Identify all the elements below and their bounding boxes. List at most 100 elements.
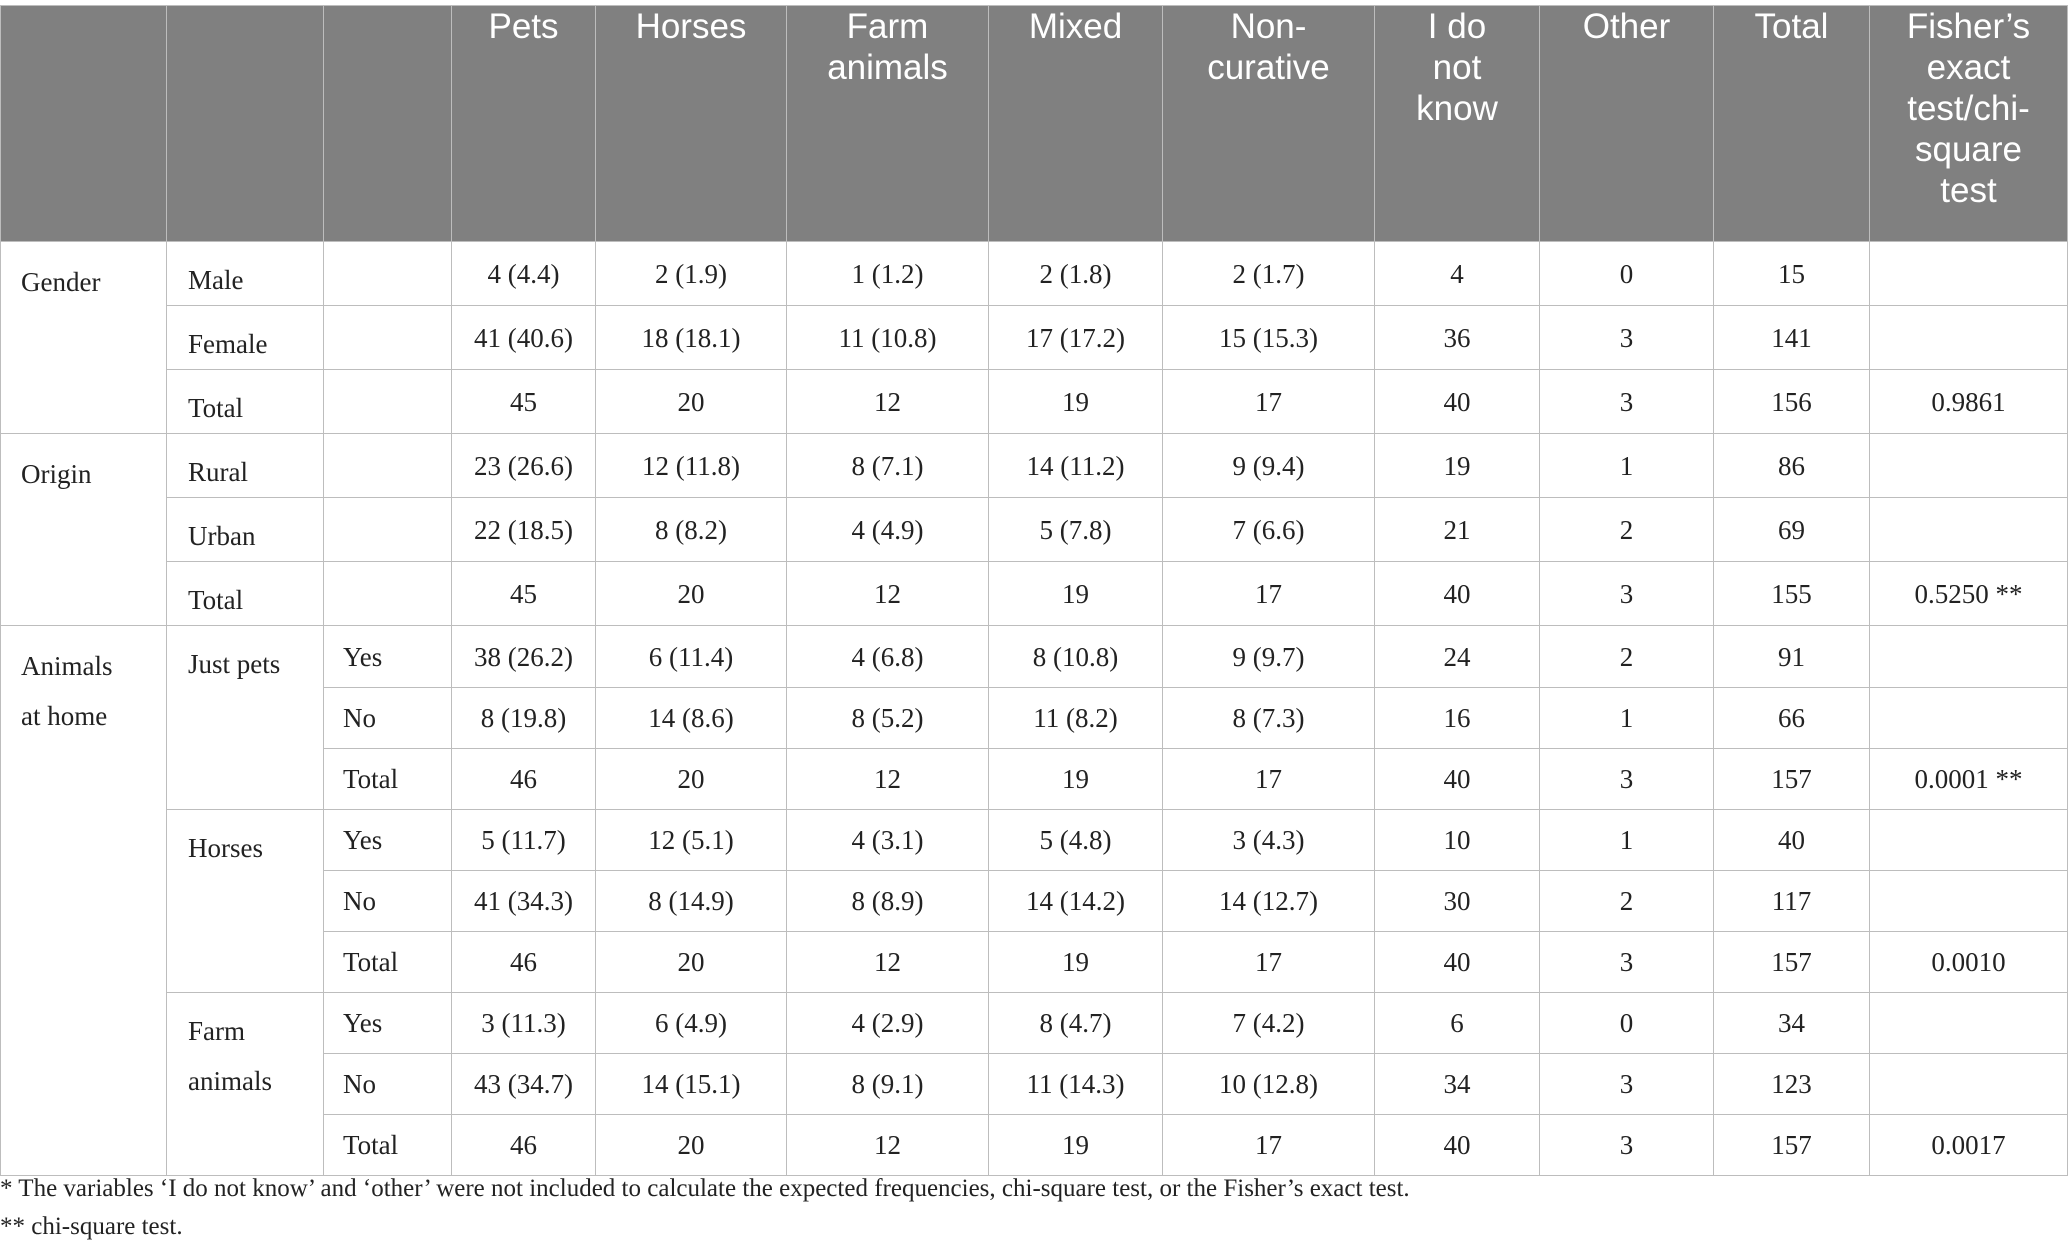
- group-label-animals-at-home: Animals at home: [0, 625, 167, 1176]
- value-cell: 15: [1713, 241, 1870, 306]
- value-cell: 41 (40.6): [451, 305, 596, 370]
- value-cell: 3: [1539, 1053, 1714, 1115]
- column-header-test-line-5: test: [1940, 171, 1997, 210]
- value-cell: 2 (1.9): [595, 241, 787, 306]
- value-cell: 5 (7.8): [988, 497, 1163, 562]
- value-cell: 20: [595, 369, 787, 434]
- value-cell: 45: [451, 561, 596, 626]
- column-header-test-line-1: Fisher’s: [1906, 7, 2031, 46]
- value-cell: 15 (15.3): [1162, 305, 1375, 370]
- test-cell: [1869, 497, 2068, 562]
- value-cell: 3 (11.3): [451, 992, 596, 1054]
- yn-cell: Yes: [323, 625, 452, 688]
- group-label-line-2: at home: [21, 701, 108, 731]
- yn-cell: [323, 241, 452, 306]
- value-cell: 91: [1713, 625, 1870, 688]
- value-cell: 17: [1162, 748, 1375, 810]
- value-cell: 23 (26.6): [451, 433, 596, 498]
- table-row: No 41 (34.3) 8 (14.9) 8 (8.9) 14 (14.2) …: [1, 870, 2068, 932]
- table-row: Total 45 20 12 19 17 40 3 155 0.5250 **: [1, 561, 2068, 626]
- value-cell: 5 (11.7): [451, 809, 596, 871]
- value-cell: 17: [1162, 561, 1375, 626]
- value-cell: 4 (2.9): [786, 992, 989, 1054]
- value-cell: 4 (4.4): [451, 241, 596, 306]
- column-header-i-do-not-know: I do not know: [1374, 5, 1540, 242]
- test-cell: [1869, 1053, 2068, 1115]
- column-header-pets: Pets: [451, 5, 596, 242]
- group-label-gender: Gender: [0, 241, 167, 434]
- row-label: Total: [166, 561, 324, 626]
- yn-cell: No: [323, 1053, 452, 1115]
- value-cell: 8 (8.2): [595, 497, 787, 562]
- table-row: Origin Rural 23 (26.6) 12 (11.8) 8 (7.1)…: [0, 433, 2068, 626]
- value-cell: 46: [451, 748, 596, 810]
- value-cell: 2 (1.7): [1162, 241, 1375, 306]
- value-cell: 11 (10.8): [786, 305, 989, 370]
- value-cell: 40: [1374, 1114, 1540, 1176]
- table-row: Animals at home Just pets Yes 38 (26.2) …: [0, 625, 2068, 1176]
- value-cell: 19: [988, 931, 1163, 993]
- value-cell: 12: [786, 931, 989, 993]
- value-cell: 157: [1713, 931, 1870, 993]
- value-cell: 19: [988, 369, 1163, 434]
- value-cell: 2 (1.8): [988, 241, 1163, 306]
- yn-cell: No: [323, 870, 452, 932]
- value-cell: 1: [1539, 687, 1714, 749]
- value-cell: 24: [1374, 625, 1540, 688]
- subgroup-label-line: Just pets: [188, 649, 281, 679]
- test-cell: [1869, 305, 2068, 370]
- column-header-non-curative-line-1: Non-: [1230, 7, 1307, 46]
- value-cell: 3: [1539, 305, 1714, 370]
- row-label: Rural: [166, 433, 324, 498]
- value-cell: 14 (11.2): [988, 433, 1163, 498]
- group-label-line-1: Animals: [21, 651, 113, 681]
- value-cell: 20: [595, 1114, 787, 1176]
- yn-cell: Yes: [323, 809, 452, 871]
- yn-cell: Total: [323, 931, 452, 993]
- value-cell: 1 (1.2): [786, 241, 989, 306]
- subgroup-label-farm-animals: Farm animals: [166, 992, 324, 1176]
- column-header-other: Other: [1539, 5, 1714, 242]
- value-cell: 6: [1374, 992, 1540, 1054]
- value-cell: 12: [786, 561, 989, 626]
- column-header-non-curative: Non- curative: [1162, 5, 1375, 242]
- test-cell: 0.0001 **: [1869, 748, 2068, 810]
- value-cell: 19: [988, 748, 1163, 810]
- table-row: Gender Male 4 (4.4) 2 (1.9) 1 (1.2) 2 (1…: [0, 241, 2068, 434]
- value-cell: 157: [1713, 748, 1870, 810]
- value-cell: 17: [1162, 1114, 1375, 1176]
- yn-cell: [323, 561, 452, 626]
- yn-cell: Yes: [323, 992, 452, 1054]
- value-cell: 12 (5.1): [595, 809, 787, 871]
- value-cell: 19: [988, 561, 1163, 626]
- table-body: Gender Male 4 (4.4) 2 (1.9) 1 (1.2) 2 (1…: [0, 241, 2068, 1176]
- footnote-1: * The variables ‘I do not know’ and ‘oth…: [0, 1175, 1410, 1202]
- value-cell: 10 (12.8): [1162, 1053, 1375, 1115]
- yn-cell: No: [323, 687, 452, 749]
- value-cell: 3: [1539, 931, 1714, 993]
- subgroup-label-just-pets: Just pets: [166, 625, 324, 810]
- value-cell: 8 (10.8): [988, 625, 1163, 688]
- test-cell: [1869, 433, 2068, 498]
- value-cell: 40: [1374, 369, 1540, 434]
- column-header-test: Fisher’s exact test/chi- square test: [1869, 5, 2068, 242]
- value-cell: 66: [1713, 687, 1870, 749]
- subgroup-label-line-1: Farm: [188, 1016, 245, 1046]
- value-cell: 69: [1713, 497, 1870, 562]
- value-cell: 17 (17.2): [988, 305, 1163, 370]
- value-cell: 4: [1374, 241, 1540, 306]
- row-label: Urban: [166, 497, 324, 562]
- yn-cell: [323, 497, 452, 562]
- value-cell: 34: [1374, 1053, 1540, 1115]
- value-cell: 3: [1539, 561, 1714, 626]
- value-cell: 12 (11.8): [595, 433, 787, 498]
- header-empty-yn: [323, 5, 452, 242]
- value-cell: 4 (4.9): [786, 497, 989, 562]
- table-row: Urban 22 (18.5) 8 (8.2) 4 (4.9) 5 (7.8) …: [1, 497, 2068, 562]
- column-header-mixed: Mixed: [988, 5, 1163, 242]
- test-cell: 0.0017: [1869, 1114, 2068, 1176]
- yn-cell: Total: [323, 748, 452, 810]
- value-cell: 36: [1374, 305, 1540, 370]
- value-cell: 0: [1539, 241, 1714, 306]
- value-cell: 1: [1539, 433, 1714, 498]
